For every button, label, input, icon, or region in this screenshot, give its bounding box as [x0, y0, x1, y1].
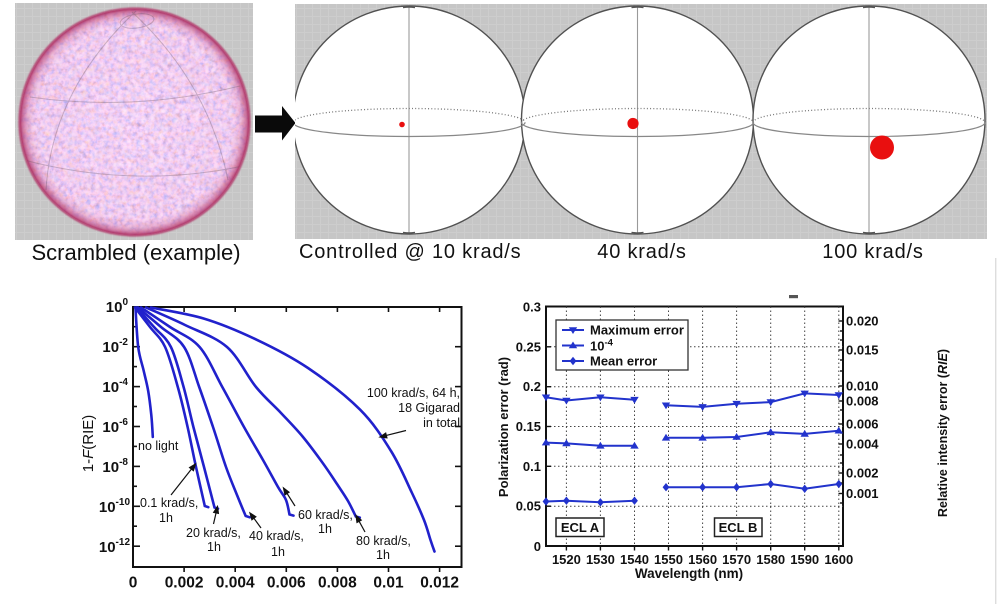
- svg-text:10-8: 10-8: [102, 457, 128, 476]
- svg-text:1540: 1540: [620, 552, 649, 567]
- svg-text:0.008: 0.008: [846, 394, 879, 409]
- svg-text:1h: 1h: [318, 522, 332, 536]
- svg-text:1570: 1570: [722, 552, 751, 567]
- svg-text:1560: 1560: [688, 552, 717, 567]
- svg-text:0.001: 0.001: [846, 486, 879, 501]
- svg-text:10-2: 10-2: [102, 337, 128, 356]
- svg-text:0.3: 0.3: [523, 300, 541, 315]
- svg-text:1550: 1550: [654, 552, 683, 567]
- svg-text:1530: 1530: [586, 552, 615, 567]
- svg-text:0.008: 0.008: [318, 575, 357, 592]
- svg-text:0.01: 0.01: [373, 575, 404, 592]
- svg-text:10-6: 10-6: [102, 417, 128, 436]
- svg-text:no light: no light: [138, 439, 179, 453]
- svg-text:0.15: 0.15: [516, 419, 541, 434]
- svg-text:0.1 krad/s,: 0.1 krad/s,: [140, 496, 198, 510]
- svg-text:0.2: 0.2: [523, 379, 541, 394]
- svg-text:0.020: 0.020: [846, 314, 879, 329]
- svg-text:1520: 1520: [552, 552, 581, 567]
- svg-text:10-10: 10-10: [99, 497, 131, 516]
- svg-text:Relative intensity error (RIE): Relative intensity error (RIE): [936, 349, 950, 517]
- svg-text:0.015: 0.015: [846, 343, 879, 358]
- svg-text:0.010: 0.010: [846, 379, 879, 394]
- svg-text:1h: 1h: [207, 540, 221, 554]
- svg-text:1h: 1h: [376, 548, 390, 562]
- svg-text:100 krad/s, 64 h,: 100 krad/s, 64 h,: [367, 386, 460, 400]
- svg-text:18 Gigarad: 18 Gigarad: [398, 401, 460, 415]
- svg-text:0.004: 0.004: [216, 575, 255, 592]
- svg-text:1-F(RIE): 1-F(RIE): [80, 415, 97, 473]
- svg-text:1580: 1580: [756, 552, 785, 567]
- svg-text:1600: 1600: [824, 552, 853, 567]
- svg-text:1h: 1h: [271, 545, 285, 559]
- svg-text:0.006: 0.006: [846, 417, 879, 432]
- svg-text:Polarization error (rad): Polarization error (rad): [496, 357, 511, 497]
- svg-text:0.25: 0.25: [516, 339, 541, 354]
- svg-text:1590: 1590: [790, 552, 819, 567]
- svg-text:0.1: 0.1: [523, 459, 541, 474]
- svg-text:0: 0: [129, 575, 138, 592]
- svg-text:80 krad/s,: 80 krad/s,: [356, 534, 411, 548]
- svg-text:40 krad/s,: 40 krad/s,: [249, 529, 304, 543]
- svg-text:0.002: 0.002: [165, 575, 204, 592]
- svg-text:ECL A: ECL A: [561, 520, 600, 535]
- svg-text:Scrambled (example): Scrambled (example): [31, 240, 240, 265]
- svg-text:0.006: 0.006: [267, 575, 306, 592]
- svg-text:in total: in total: [423, 416, 460, 430]
- svg-text:100: 100: [106, 297, 129, 316]
- svg-text:Maximum error: Maximum error: [590, 323, 684, 338]
- svg-text:10-12: 10-12: [99, 537, 131, 556]
- svg-text:0.012: 0.012: [420, 575, 459, 592]
- svg-text:0: 0: [534, 539, 541, 554]
- svg-text:0.004: 0.004: [846, 437, 879, 452]
- svg-text:Controlled @ 10 krad/s: Controlled @ 10 krad/s: [299, 241, 521, 263]
- svg-text:100 krad/s: 100 krad/s: [822, 241, 923, 263]
- svg-text:10-4: 10-4: [102, 377, 128, 396]
- svg-text:0.05: 0.05: [516, 499, 541, 514]
- svg-text:40 krad/s: 40 krad/s: [597, 241, 686, 263]
- svg-text:60 krad/s,: 60 krad/s,: [298, 508, 353, 522]
- svg-text:0.002: 0.002: [846, 466, 879, 481]
- svg-text:Mean error: Mean error: [590, 354, 657, 369]
- svg-text:20 krad/s,: 20 krad/s,: [186, 526, 241, 540]
- svg-text:1h: 1h: [159, 511, 173, 525]
- svg-text:ECL B: ECL B: [719, 520, 758, 535]
- svg-text:Wavelength (nm): Wavelength (nm): [635, 566, 743, 581]
